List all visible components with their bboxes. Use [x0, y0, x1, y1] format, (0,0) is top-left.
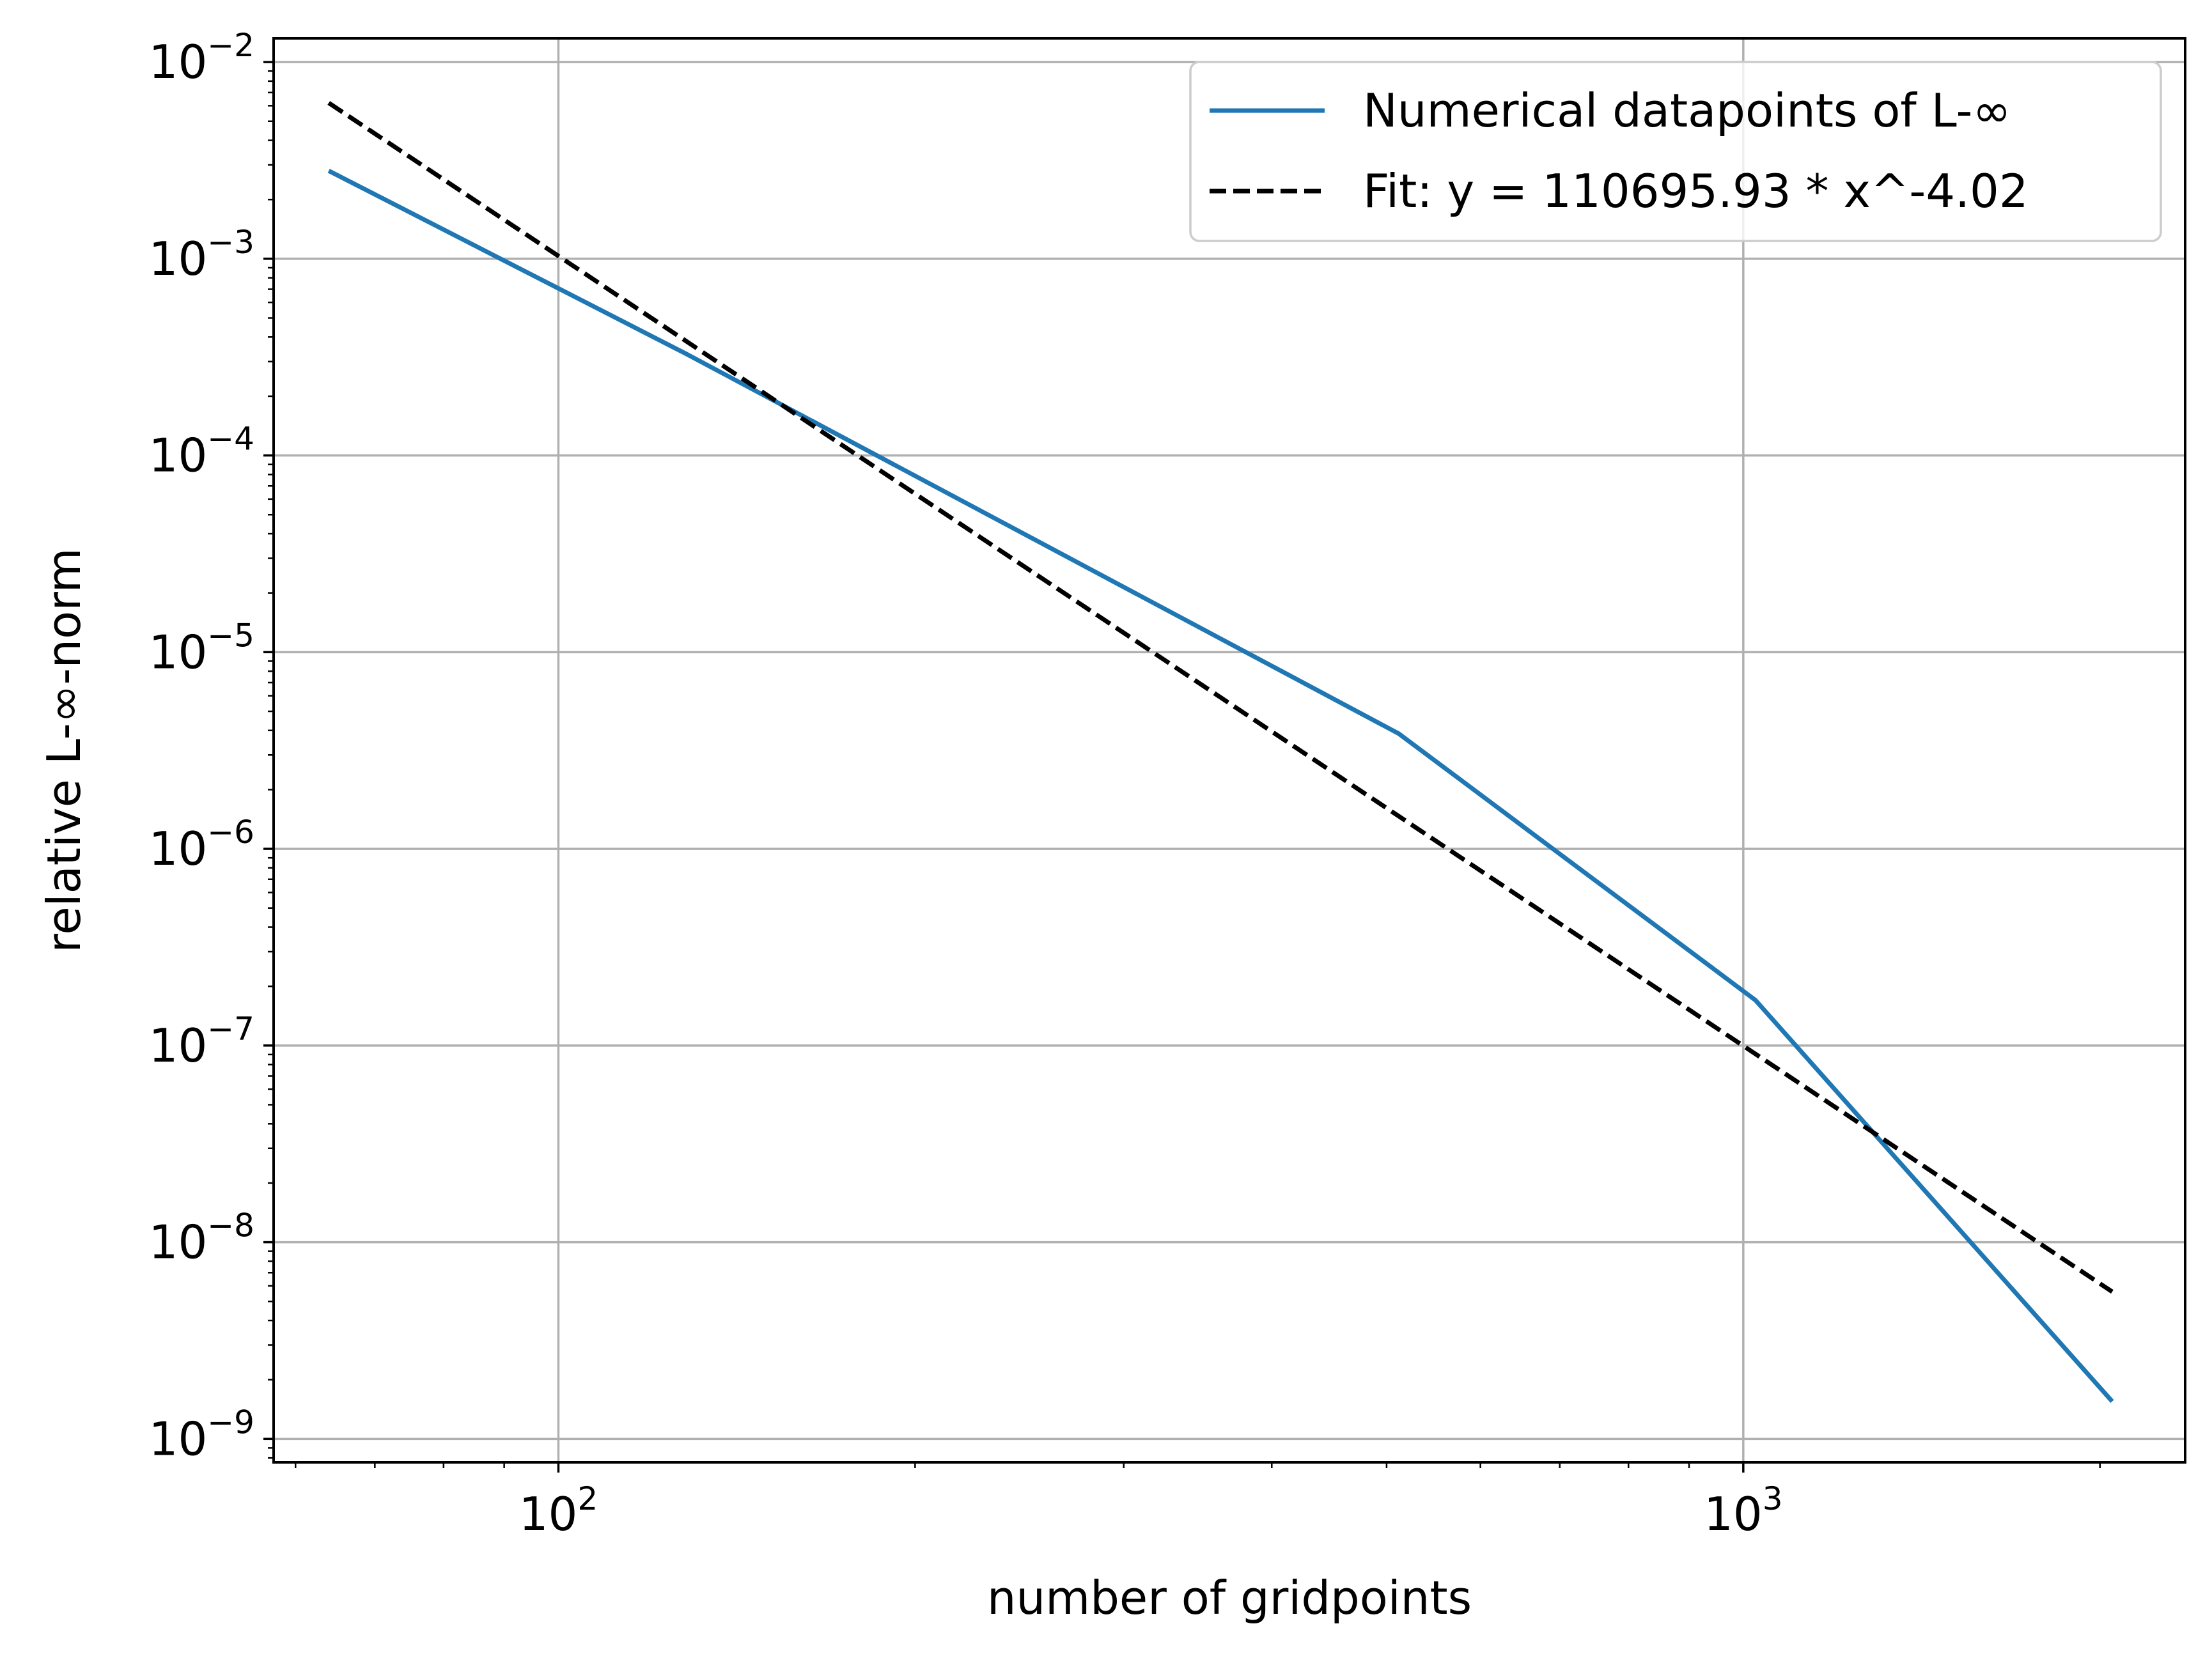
grid [274, 38, 2185, 1462]
major-ticks [263, 61, 1745, 1473]
y-tick-base: 10 [149, 1412, 208, 1466]
y-tick-base: 10 [149, 822, 208, 876]
x-tick-label: 102 [519, 1480, 598, 1541]
x-tick-exponent: 2 [577, 1480, 598, 1517]
x-axis-label: number of gridpoints [987, 1571, 1472, 1625]
y-tick-base: 10 [149, 1019, 208, 1072]
series-layer [327, 101, 2114, 1404]
y-tick-exponent: −5 [207, 617, 254, 654]
legend-label: Numerical datapoints of L-∞ [1363, 84, 2011, 137]
y-tick-exponent: −8 [207, 1207, 254, 1244]
x-tick-label: 103 [1704, 1480, 1782, 1541]
y-tick-exponent: −3 [207, 224, 254, 261]
y-tick-base: 10 [149, 429, 208, 483]
y-tick-exponent: −7 [207, 1010, 254, 1048]
y-tick-label: 10−5 [149, 617, 254, 679]
y-tick-exponent: −2 [207, 27, 254, 64]
series-fit [327, 101, 2114, 1294]
y-tick-label: 10−6 [149, 814, 254, 876]
series-line [327, 101, 2114, 1294]
y-tick-label: 10−9 [149, 1404, 254, 1466]
y-tick-label: 10−7 [149, 1010, 254, 1072]
y-tick-label: 10−2 [149, 27, 254, 89]
legend-label: Fit: y = 110695.93 * x^-4.02 [1363, 164, 2029, 218]
legend-box [1189, 61, 2162, 242]
y-tick-label: 10−3 [149, 224, 254, 286]
y-tick-label: 10−4 [149, 421, 254, 483]
y-tick-exponent: −4 [207, 421, 254, 458]
plot-frame [272, 37, 2186, 1464]
y-axis-label: relative L-∞-norm [37, 548, 91, 952]
y-tick-exponent: −9 [207, 1404, 254, 1441]
y-tick-label: 10−8 [149, 1207, 254, 1269]
y-tick-base: 10 [149, 625, 208, 679]
x-tick-exponent: 3 [1763, 1480, 1783, 1517]
legend: Numerical datapoints of L-∞ Fit: y = 1106… [1189, 61, 2162, 242]
x-tick-base: 10 [519, 1487, 578, 1541]
y-tick-base: 10 [149, 1216, 208, 1269]
y-tick-base: 10 [149, 232, 208, 286]
x-tick-base: 10 [1704, 1487, 1763, 1541]
y-tick-base: 10 [149, 35, 208, 89]
y-tick-exponent: −6 [207, 814, 254, 851]
